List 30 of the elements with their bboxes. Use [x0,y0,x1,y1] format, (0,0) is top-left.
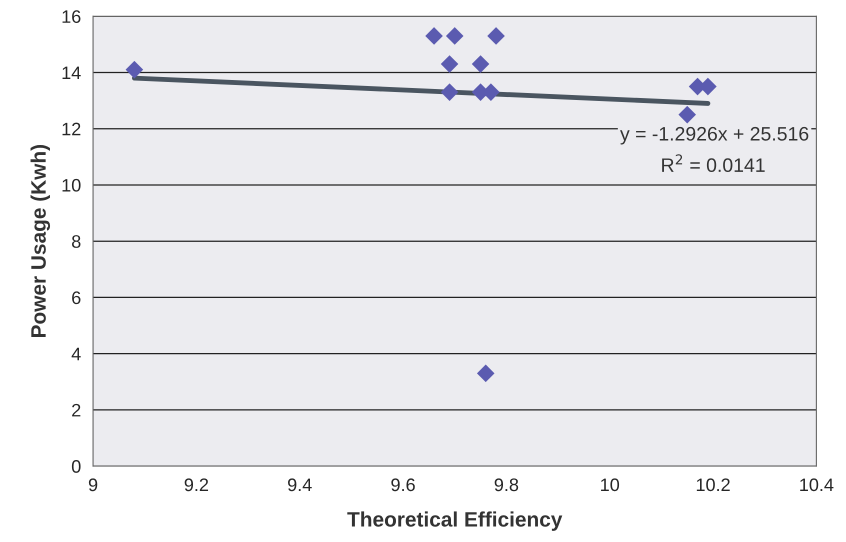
y-tick-label: 6 [72,291,80,304]
point [440,55,458,73]
point [126,60,144,78]
point [440,83,458,101]
point [425,27,443,45]
x-tick-label: 9.4 [288,478,312,492]
x-tick-label: 9.8 [494,478,518,492]
x-tick-label: 9 [88,478,98,492]
y-tick-label: 0 [72,460,81,473]
x-tick-label: 9.2 [184,478,208,492]
x-tick-label: 10.4 [800,478,834,492]
y-tick-label: 2 [72,404,80,416]
point [446,27,464,45]
x-tick-label: 10.2 [696,478,730,492]
point [476,364,495,382]
x-tick-label: 10 [601,478,620,492]
y-tick-label: 12 [62,122,80,136]
x-axis-title: Theoretical Efficiency [347,511,562,531]
y-tick-label: 10 [62,178,81,192]
y-tick-label: 4 [72,348,81,360]
point [487,27,505,45]
annotation: R$^{2}$ = 0.0141 [662,154,765,172]
y-tick-label: 16 [62,10,80,23]
point [472,55,490,73]
y-tick-label: 14 [62,66,81,80]
y-tick-label: 8 [72,235,80,248]
x-tick-label: 9.6 [391,478,415,492]
point [678,106,696,124]
annotation: y = -1.2926x + 25.516 [620,126,808,145]
y-axis-title: Power Usage (Kwh) [30,144,50,338]
